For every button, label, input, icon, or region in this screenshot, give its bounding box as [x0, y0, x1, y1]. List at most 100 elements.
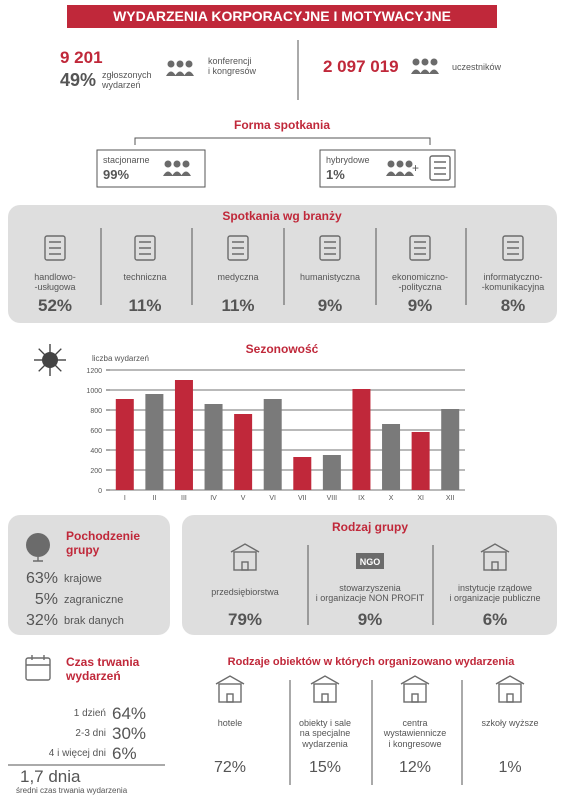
summary-participants-label: uczestników	[452, 62, 502, 72]
pochodzenie-value: 5%	[34, 591, 58, 608]
x-tick-label: I	[124, 495, 126, 502]
icon-part	[506, 693, 514, 703]
x-tick-label: IV	[210, 495, 217, 502]
y-tick-label: 1000	[86, 388, 102, 395]
x-tick-label: VI	[269, 495, 276, 502]
bar	[174, 380, 193, 490]
obiekty-label: obiekty i sale na specjalne wydarzenia	[298, 718, 352, 749]
bar	[322, 455, 341, 490]
icon	[411, 58, 439, 74]
czas-value: 30%	[112, 724, 147, 743]
summary-share-label: zgłoszonych wydarzeń	[102, 70, 152, 91]
czas-average-label: średni czas trwania wydarzenia	[16, 786, 128, 795]
icon-part	[387, 160, 395, 168]
branze-value: 11%	[221, 296, 255, 315]
header-bar	[67, 5, 497, 28]
icon	[495, 675, 525, 703]
icon-part	[310, 675, 340, 685]
y-tick-label: 400	[90, 448, 102, 455]
obiekty-title: Rodzaje obiektów w których organizowano …	[227, 656, 515, 668]
rodzaj-label: przedsiębiorstwa	[211, 587, 279, 597]
icon-part	[38, 359, 51, 372]
rodzaj-label: stowarzyszenia i organizacje NON PROFIT	[315, 583, 425, 604]
icon-part	[49, 359, 62, 372]
branze-value: 52%	[37, 296, 73, 315]
icon-part	[185, 60, 193, 68]
bar	[382, 424, 401, 490]
icon-part	[166, 71, 176, 76]
branze-value: 9%	[317, 296, 343, 315]
y-tick-label: 200	[90, 468, 102, 475]
forma-label: hybrydowe	[326, 155, 370, 165]
x-tick-label: II	[152, 495, 156, 502]
icon-part	[226, 693, 234, 703]
icon-part	[498, 683, 522, 703]
summary-type-label: konferencji i kongresów	[208, 56, 257, 77]
icon	[310, 675, 340, 703]
bar	[204, 404, 223, 490]
header-title: WYDARZENIA KORPORACYJNE I MOTYWACYJNE	[113, 8, 451, 24]
branze-label: techniczna	[123, 272, 167, 282]
forma-value: 99%	[103, 167, 130, 182]
icon	[166, 60, 194, 76]
czas-label: 1 dzień	[73, 708, 106, 719]
obiekty-value: 1%	[498, 759, 522, 776]
bar	[263, 399, 282, 490]
icon-part	[411, 693, 419, 703]
icon-part	[321, 693, 329, 703]
pochodzenie-value: 63%	[25, 570, 58, 587]
y-tick-label: 0	[98, 488, 102, 495]
icon	[386, 160, 414, 176]
czas-title: Czas trwania wydarzeń	[66, 655, 140, 683]
icon-part	[386, 171, 396, 176]
y-tick-label: 1200	[86, 368, 102, 375]
summary-count: 9 201	[60, 48, 103, 67]
icon-part	[495, 675, 525, 685]
icon	[34, 344, 66, 376]
rodzaj-value: 6%	[482, 610, 508, 629]
icon-part	[215, 675, 245, 685]
x-tick-label: XI	[417, 495, 424, 502]
branze-label: handlowo- -usługowa	[34, 272, 76, 293]
icon-part	[434, 161, 446, 175]
obiekty-label: centra wystawiennicze i kongresowe	[383, 718, 447, 749]
czas-value: 64%	[112, 704, 147, 723]
branze-title: Spotkania wg branży	[222, 209, 342, 223]
x-tick-label: VII	[298, 495, 307, 502]
obiekty-value: 72%	[213, 759, 247, 776]
x-tick-label: III	[181, 495, 187, 502]
icon	[400, 675, 430, 703]
forma-plus: +	[412, 161, 420, 175]
obiekty-value: 12%	[398, 759, 432, 776]
branze-label: ekonomiczno- -polityczna	[391, 272, 449, 293]
rodzaj-panel	[182, 515, 557, 635]
rodzaj-value: 79%	[227, 610, 263, 629]
pochodzenie-label: krajowe	[64, 573, 102, 585]
icon-part	[412, 58, 420, 66]
x-tick-label: X	[389, 495, 394, 502]
pochodzenie-label: brak danych	[64, 615, 124, 627]
icon-part	[182, 160, 190, 168]
summary-share: 49%	[60, 70, 97, 90]
czas-label: 2-3 dni	[75, 728, 106, 739]
icon-part	[175, 71, 185, 76]
x-tick-label: IX	[358, 495, 365, 502]
icon-part	[176, 60, 184, 68]
icon-part	[313, 683, 337, 703]
branze-value: 11%	[128, 296, 162, 315]
branze-label: medyczna	[217, 272, 259, 282]
icon-part	[181, 171, 191, 176]
rodzaj-title: Rodzaj grupy	[331, 520, 408, 534]
icon	[215, 675, 245, 703]
icon-part	[38, 348, 51, 361]
obiekty-value: 15%	[308, 759, 342, 776]
bar	[145, 394, 164, 490]
icon-part	[421, 58, 429, 66]
forma-title: Forma spotkania	[233, 118, 331, 132]
pochodzenie-value: 32%	[25, 612, 58, 629]
bracket	[134, 137, 431, 145]
icon	[25, 655, 51, 681]
czas-label: 4 i więcej dni	[48, 748, 106, 759]
bar	[441, 409, 460, 490]
forma-label: stacjonarne	[103, 155, 150, 165]
